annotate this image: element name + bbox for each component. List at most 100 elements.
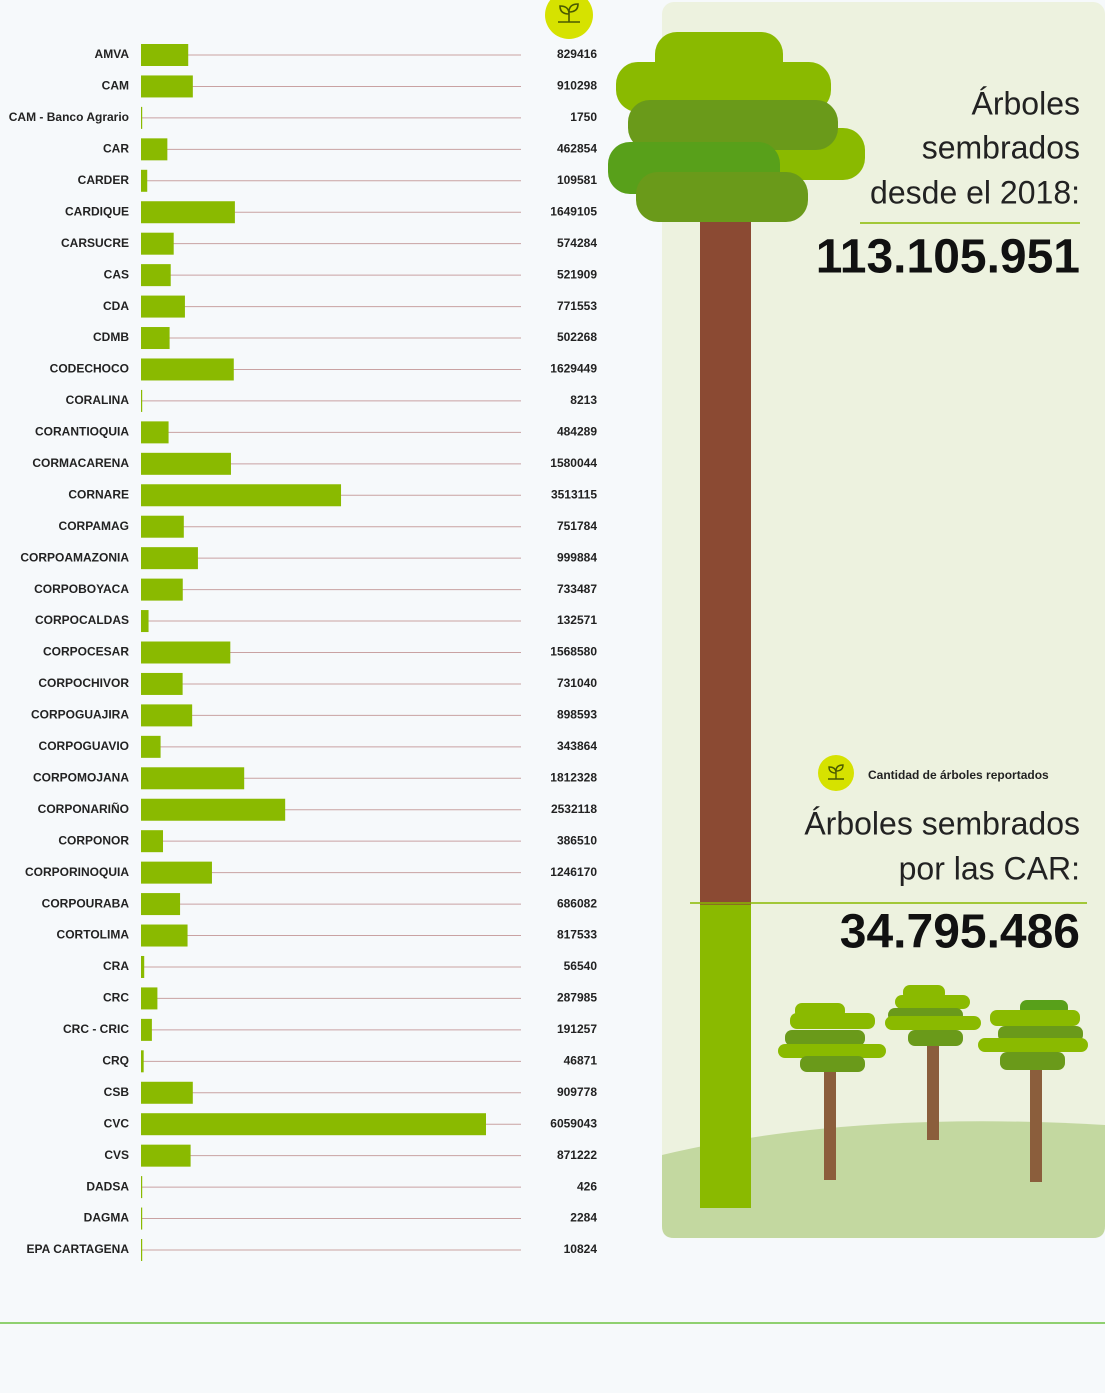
value-label: 686082	[557, 896, 597, 910]
value-label: 484289	[557, 425, 597, 439]
category-label: CORPONARIÑO	[38, 801, 129, 816]
bar	[141, 893, 181, 916]
plant-icon	[545, 0, 593, 39]
bar	[141, 75, 193, 98]
bar	[141, 1176, 143, 1199]
value-label: 8213	[570, 393, 597, 407]
category-label: CORPOURABA	[42, 896, 130, 910]
value-label: 521909	[557, 267, 597, 281]
car-number: 34.795.486	[840, 906, 1080, 959]
value-label: 1750	[570, 110, 597, 124]
category-label: CAM - Banco Agrario	[9, 110, 129, 124]
small-trees	[778, 985, 1088, 1182]
value-label: 132571	[557, 613, 597, 627]
value-label: 386510	[557, 833, 597, 847]
category-label: CORMACARENA	[32, 456, 129, 470]
value-label: 10824	[564, 1242, 598, 1256]
category-label: CORPOMOJANA	[33, 770, 129, 784]
value-label: 771553	[557, 299, 597, 313]
value-label: 343864	[557, 739, 597, 753]
legend-icon	[818, 755, 854, 791]
category-label: CARDIQUE	[65, 204, 129, 218]
value-label: 287985	[557, 991, 597, 1005]
value-label: 1812328	[550, 770, 597, 784]
bar	[141, 452, 231, 475]
category-label: CAR	[103, 142, 129, 156]
bar	[141, 1081, 193, 1104]
bar	[141, 798, 286, 821]
bar	[141, 264, 171, 287]
legend-label: Cantidad de árboles reportados	[868, 768, 1049, 782]
car-title: por las CAR:	[899, 850, 1080, 886]
bar	[141, 767, 245, 790]
car-title: Árboles sembrados	[804, 805, 1080, 841]
value-label: 426	[577, 1179, 597, 1193]
bar	[141, 44, 189, 66]
value-label: 191257	[557, 1022, 597, 1036]
category-label: EPA CARTAGENA	[27, 1242, 130, 1256]
category-label: CORPONOR	[58, 833, 129, 847]
bar	[141, 484, 342, 507]
bar	[141, 515, 184, 538]
value-label: 731040	[557, 676, 597, 690]
category-label: CORPOCHIVOR	[38, 676, 129, 690]
category-label: CORPOBOYACA	[34, 582, 129, 596]
bar	[141, 358, 234, 381]
value-label: 1580044	[550, 456, 597, 470]
category-label: CORPOCESAR	[43, 645, 129, 659]
category-label: CRC - CRIC	[63, 1022, 129, 1036]
category-label: CVC	[104, 1116, 130, 1130]
category-label: CDA	[103, 299, 129, 313]
category-label: CORPAMAG	[59, 519, 129, 533]
bar	[141, 830, 164, 853]
value-label: 1629449	[550, 362, 597, 376]
category-label: DAGMA	[84, 1211, 130, 1225]
total-number: 113.105.951	[816, 231, 1080, 284]
category-label: CRQ	[102, 1053, 129, 1067]
value-label: 733487	[557, 582, 597, 596]
bar	[141, 1018, 152, 1041]
bar	[141, 610, 149, 633]
hill	[662, 1121, 1105, 1238]
bar	[141, 327, 170, 350]
bar	[141, 1050, 144, 1073]
bar	[141, 987, 158, 1010]
bar	[141, 232, 174, 255]
category-label: CDMB	[93, 330, 129, 344]
category-label: CORANTIOQUIA	[35, 425, 129, 439]
bar	[141, 421, 169, 444]
value-label: 574284	[557, 236, 597, 250]
category-label: CORPOAMAZONIA	[20, 550, 129, 564]
bar	[141, 389, 143, 412]
category-label: CRC	[103, 991, 129, 1005]
bar	[141, 106, 143, 129]
bar	[141, 955, 145, 978]
value-label: 56540	[564, 959, 598, 973]
value-label: 46871	[564, 1053, 598, 1067]
bar	[141, 1239, 143, 1261]
category-label: CSB	[104, 1085, 130, 1099]
category-label: CORPOGUAVIO	[39, 739, 129, 753]
value-label: 2284	[570, 1211, 597, 1225]
bar	[141, 672, 183, 695]
category-label: CORALINA	[66, 393, 130, 407]
bar	[141, 1207, 143, 1230]
value-label: 502268	[557, 330, 597, 344]
value-label: 6059043	[550, 1116, 597, 1130]
value-label: 898593	[557, 708, 597, 722]
panel-background	[662, 2, 1105, 1238]
category-label: CODECHOCO	[50, 362, 129, 376]
category-label: CRA	[103, 959, 129, 973]
category-label: CORPOGUAJIRA	[31, 708, 129, 722]
panel-title: Árboles	[972, 85, 1081, 121]
bar	[141, 735, 161, 758]
category-label: AMVA	[95, 47, 130, 61]
category-label: CAM	[102, 79, 129, 93]
value-label: 999884	[557, 550, 597, 564]
value-label: 1568580	[550, 645, 597, 659]
category-label: CAS	[104, 267, 129, 281]
value-label: 3513115	[551, 487, 597, 501]
category-label: CORPORINOQUIA	[25, 865, 129, 879]
